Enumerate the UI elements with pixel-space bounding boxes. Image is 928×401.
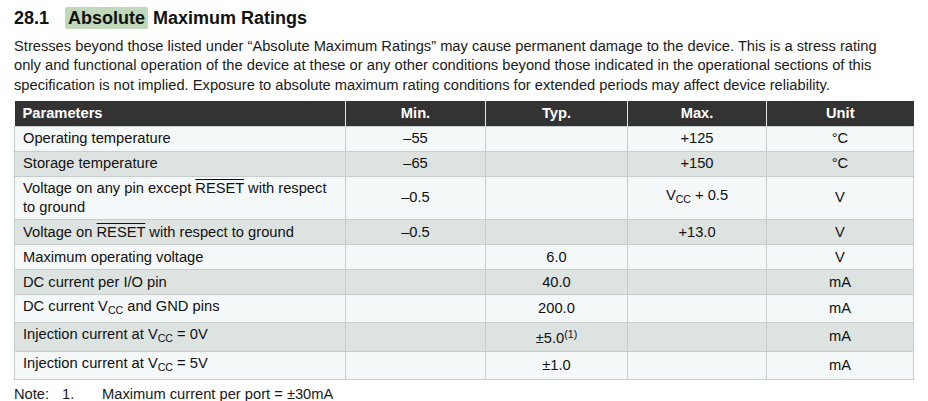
sub-text: CC: [158, 361, 173, 373]
cell-typ: ±5.0(1): [486, 323, 628, 351]
column-header-parameters: Parameters: [15, 101, 346, 126]
intro-line: only and functional operation of the dev…: [14, 56, 914, 75]
absolute-maximum-ratings-table: ParametersMin.Typ.Max.Unit Operating tem…: [14, 101, 914, 380]
text-segment: ±5.0: [536, 330, 564, 346]
cell-typ: [486, 176, 628, 219]
note-label: Note:: [14, 385, 62, 401]
table-row: DC current VCC and GND pins 200.0 mA: [15, 295, 914, 323]
cell-unit: °C: [767, 151, 914, 176]
table-row: Operating temperature–55 +125°C: [15, 126, 914, 151]
cell-min: [346, 270, 486, 295]
table-header: ParametersMin.Typ.Max.Unit: [15, 101, 914, 126]
table-row: Storage temperature–65 +150°C: [15, 151, 914, 176]
cell-unit: mA: [767, 270, 914, 295]
note-number: 1.: [62, 385, 102, 401]
text-segment: + 0.5: [691, 187, 728, 203]
text-segment: = 5V: [173, 355, 208, 371]
table-row: Injection current at VCC = 5V ±1.0 mA: [15, 351, 914, 379]
overline-text: RESET: [97, 224, 146, 240]
cell-max: [628, 295, 767, 323]
intro-line: specification is not implied. Exposure t…: [14, 76, 914, 95]
cell-min: –65: [346, 151, 486, 176]
cell-parameter: DC current per I/O pin: [15, 270, 346, 295]
cell-min: [346, 323, 486, 351]
cell-typ: ±1.0: [486, 351, 628, 379]
text-segment: Voltage on: [23, 224, 97, 240]
intro-paragraph: Stresses beyond those listed under “Abso…: [14, 37, 914, 95]
column-header-max: Max.: [628, 101, 767, 126]
sub-text: CC: [158, 332, 173, 344]
cell-min: [346, 245, 486, 270]
cell-parameter: Maximum operating voltage: [15, 245, 346, 270]
text-segment: and GND pins: [123, 298, 219, 314]
cell-parameter: Voltage on any pin except RESET with res…: [15, 176, 346, 219]
table-row: DC current per I/O pin 40.0 mA: [15, 270, 914, 295]
cell-parameter: Storage temperature: [15, 151, 346, 176]
column-header-unit: Unit: [767, 101, 914, 126]
cell-parameter: Voltage on RESET with respect to ground: [15, 220, 346, 245]
cell-typ: [486, 126, 628, 151]
table-row: Voltage on any pin except RESET with res…: [15, 176, 914, 219]
note-text: Maximum current per port = ±30mA: [102, 385, 333, 401]
section-number: 28.1: [14, 7, 68, 29]
table-body: Operating temperature–55+125°CStorage te…: [15, 126, 914, 379]
sub-text: CC: [108, 304, 123, 316]
cell-max: [628, 351, 767, 379]
cell-unit: V: [767, 220, 914, 245]
text-segment: with respect to ground: [145, 224, 294, 240]
cell-max: +13.0: [628, 220, 767, 245]
cell-parameter: DC current VCC and GND pins: [15, 295, 346, 323]
cell-unit: V: [767, 245, 914, 270]
text-segment: Injection current at V: [23, 355, 158, 371]
table-header-row: ParametersMin.Typ.Max.Unit: [15, 101, 914, 126]
cell-unit: mA: [767, 323, 914, 351]
cell-typ: [486, 220, 628, 245]
cell-min: –55: [346, 126, 486, 151]
cell-max: +150: [628, 151, 767, 176]
cell-unit: mA: [767, 295, 914, 323]
table-row: Voltage on RESET with respect to ground–…: [15, 220, 914, 245]
text-segment: Injection current at V: [23, 326, 158, 342]
cell-min: [346, 295, 486, 323]
cell-typ: 40.0: [486, 270, 628, 295]
cell-max: +125: [628, 126, 767, 151]
cell-unit: V: [767, 176, 914, 219]
column-header-typ: Typ.: [486, 101, 628, 126]
cell-max: [628, 323, 767, 351]
cell-max: [628, 245, 767, 270]
section-heading: 28.1Absolute Maximum Ratings: [14, 7, 914, 29]
cell-typ: 6.0: [486, 245, 628, 270]
text-segment: V: [666, 187, 676, 203]
table-note: Note: 1. Maximum current per port = ±30m…: [14, 385, 914, 401]
cell-min: –0.5: [346, 176, 486, 219]
overline-text: RESET: [195, 180, 244, 196]
sub-text: CC: [676, 193, 691, 205]
column-header-min: Min.: [346, 101, 486, 126]
cell-parameter: Operating temperature: [15, 126, 346, 151]
cell-parameter: Injection current at VCC = 0V: [15, 323, 346, 351]
cell-unit: °C: [767, 126, 914, 151]
cell-min: –0.5: [346, 220, 486, 245]
cell-max: [628, 270, 767, 295]
table-row: Injection current at VCC = 0V ±5.0(1) mA: [15, 323, 914, 351]
table-row: Maximum operating voltage 6.0 V: [15, 245, 914, 270]
cell-parameter: Injection current at VCC = 5V: [15, 351, 346, 379]
cell-min: [346, 351, 486, 379]
text-segment: DC current V: [23, 298, 108, 314]
section-title-rest: Maximum Ratings: [148, 8, 307, 28]
intro-line: Stresses beyond those listed under “Abso…: [14, 37, 914, 56]
cell-typ: 200.0: [486, 295, 628, 323]
sup-text: (1): [564, 328, 577, 340]
text-segment: = 0V: [173, 326, 208, 342]
search-highlighted-word: Absolute: [65, 7, 148, 29]
datasheet-page: 28.1Absolute Maximum Ratings Stresses be…: [0, 0, 928, 401]
cell-unit: mA: [767, 351, 914, 379]
text-segment: Voltage on any pin except: [23, 180, 195, 196]
cell-typ: [486, 151, 628, 176]
cell-max: VCC + 0.5: [628, 176, 767, 219]
